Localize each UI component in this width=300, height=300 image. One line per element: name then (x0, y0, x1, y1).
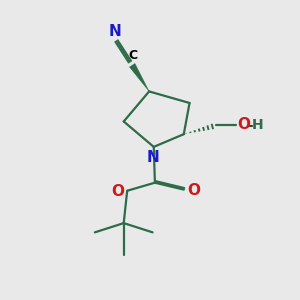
Text: O: O (187, 183, 200, 198)
Text: O: O (237, 117, 250, 132)
Polygon shape (130, 64, 149, 92)
Text: C: C (129, 50, 138, 62)
Text: O: O (111, 184, 124, 199)
Text: H: H (252, 118, 264, 132)
Text: N: N (146, 150, 159, 165)
Text: N: N (108, 24, 121, 39)
